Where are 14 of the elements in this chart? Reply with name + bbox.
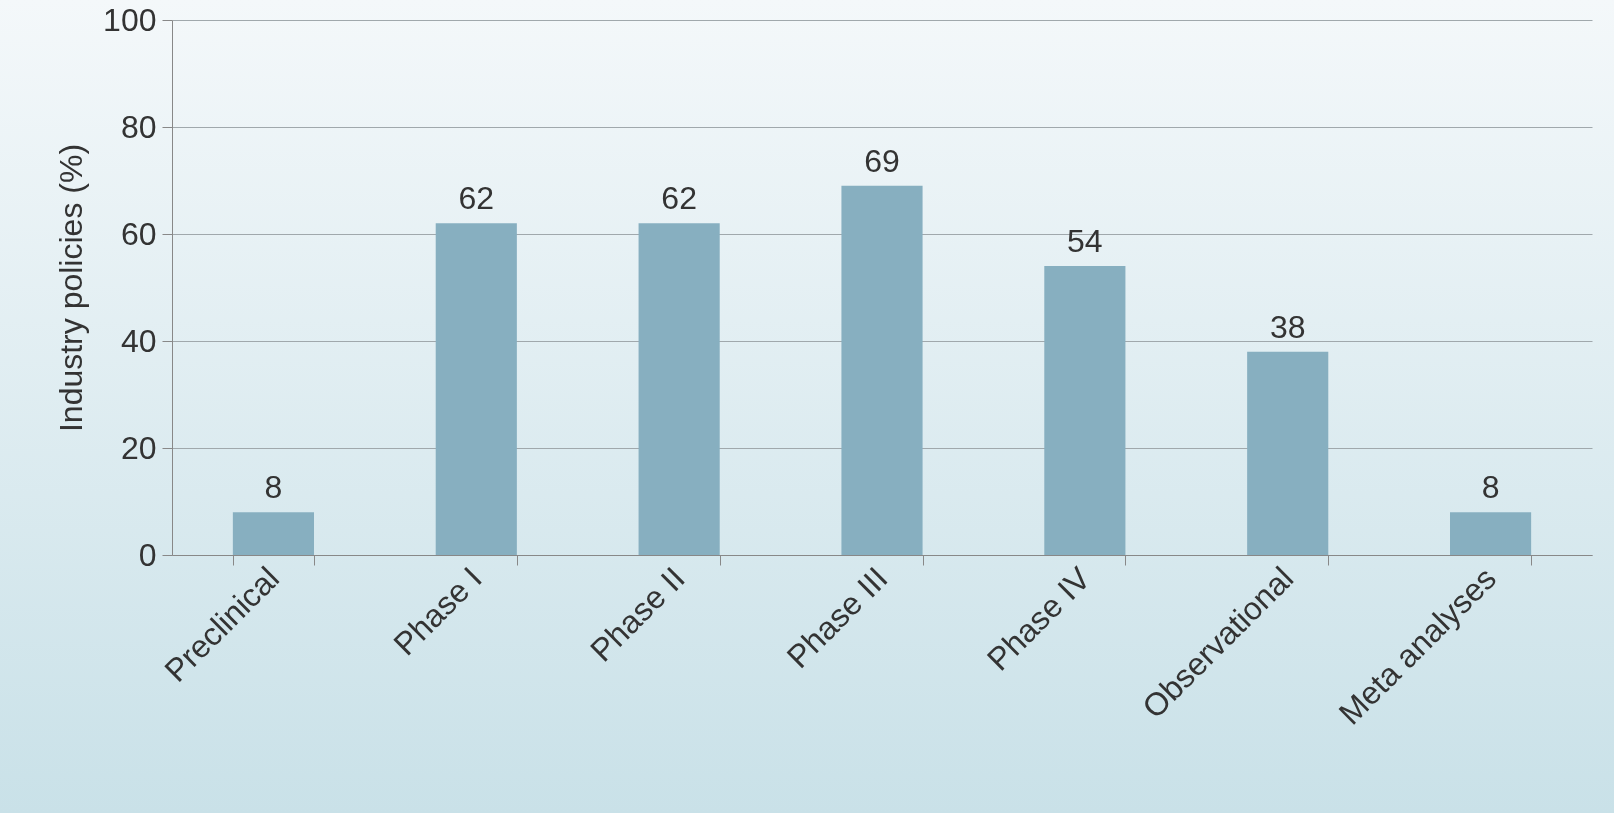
data-label: 54 xyxy=(1067,223,1103,260)
y-tick-label: 60 xyxy=(120,215,157,252)
data-label: 62 xyxy=(661,180,697,217)
data-label: 62 xyxy=(458,180,495,217)
y-tick-label: 20 xyxy=(120,429,157,466)
data-label: 8 xyxy=(1481,469,1500,506)
data-label: 69 xyxy=(864,142,900,179)
y-tick-label: 0 xyxy=(138,536,157,573)
data-label: 8 xyxy=(264,469,283,506)
y-axis-title: Industry policies (%) xyxy=(53,143,90,433)
y-tick-label: 40 xyxy=(120,322,157,359)
data-label: 38 xyxy=(1269,308,1306,345)
y-tick-label: 80 xyxy=(120,108,157,145)
y-tick-label: 100 xyxy=(103,1,157,38)
